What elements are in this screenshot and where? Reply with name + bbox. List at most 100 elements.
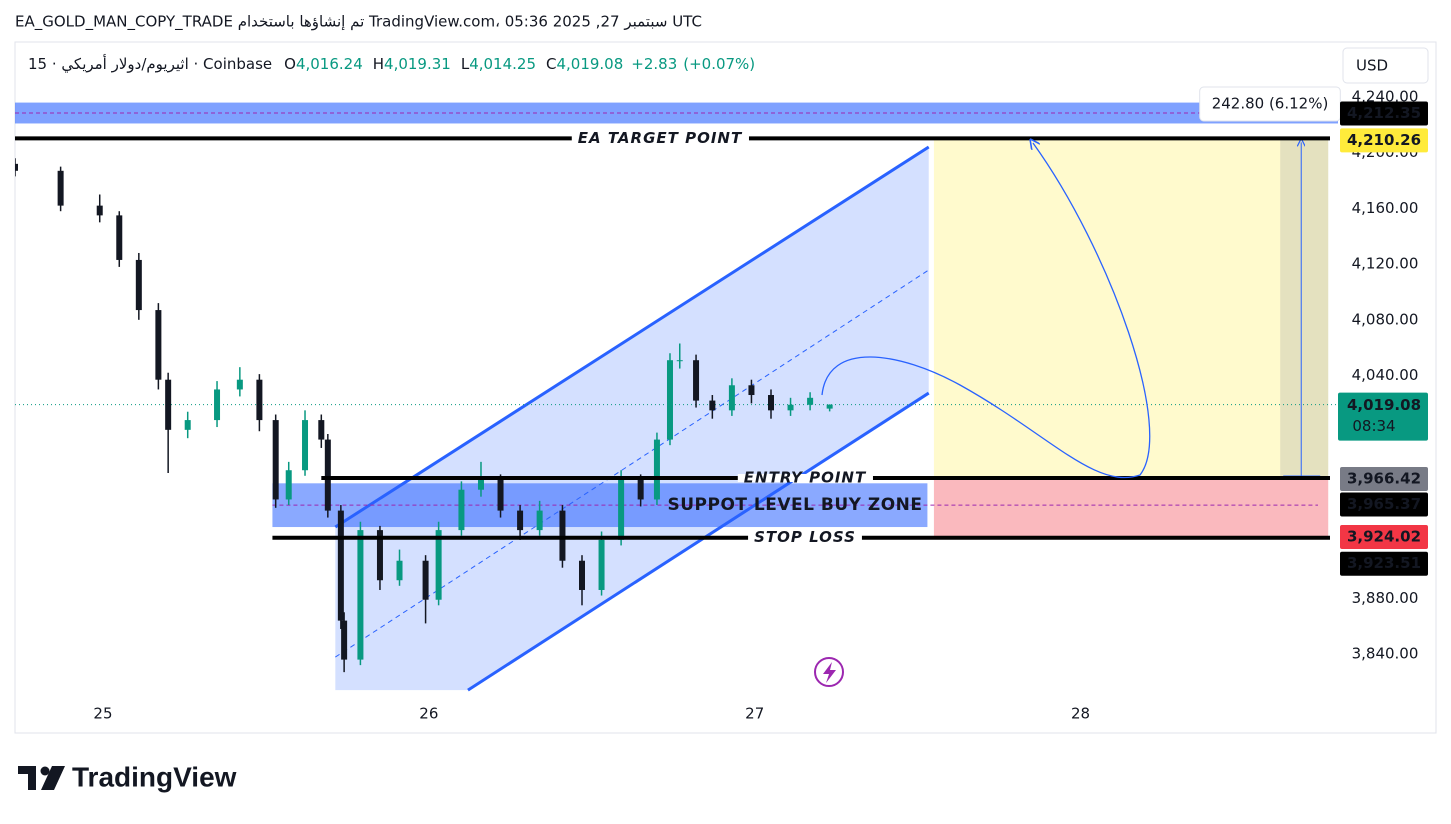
candle-body xyxy=(536,510,543,531)
channel-upper xyxy=(334,145,930,529)
level-label-bg xyxy=(748,533,862,542)
x-tick-label: 26 xyxy=(419,705,438,723)
price-label: 4,210.26 xyxy=(1347,131,1421,149)
candle-body xyxy=(458,489,465,531)
y-tick-label: 3,880.00 xyxy=(1352,589,1419,607)
support-zone xyxy=(272,483,928,528)
candle-body xyxy=(341,620,348,660)
candle-body xyxy=(285,470,292,500)
y-tick-label: 4,120.00 xyxy=(1352,255,1419,273)
price-label-box xyxy=(1340,128,1428,153)
last-price-box xyxy=(1338,392,1428,441)
candle-body xyxy=(422,560,429,600)
loss-zone xyxy=(933,477,1329,538)
candle-body xyxy=(497,479,504,511)
candle-body xyxy=(116,215,123,260)
candle-body xyxy=(337,510,344,621)
logo-text: TradingView xyxy=(72,761,237,792)
x-tick-label: 27 xyxy=(745,705,764,723)
projection-arrow xyxy=(821,143,1151,479)
channel-fill xyxy=(335,147,929,691)
candle-body xyxy=(302,420,309,471)
candle-body xyxy=(653,439,660,500)
profit-zone xyxy=(933,138,1329,478)
candle-body xyxy=(376,530,383,581)
price-label-box xyxy=(1340,101,1428,126)
y-tick-label: 4,240.00 xyxy=(1352,88,1419,106)
logo-dot xyxy=(40,766,50,776)
y-tick-label: 4,040.00 xyxy=(1352,366,1419,384)
candle-body xyxy=(517,510,524,531)
candle-body xyxy=(165,379,172,430)
candle-body xyxy=(598,539,605,590)
candle-body xyxy=(15,163,18,171)
ohlc-key: O xyxy=(284,55,296,73)
y-tick-label: 4,160.00 xyxy=(1352,199,1419,217)
ohlc-value: 4,019.31 xyxy=(384,55,451,73)
candle-body xyxy=(256,379,263,421)
position-label: 242.80 (6.12%) xyxy=(1212,95,1329,113)
price-label-box xyxy=(1340,525,1428,550)
candle-body xyxy=(693,360,700,401)
candle-body xyxy=(184,420,191,430)
ohlc-value: 4,019.08 xyxy=(556,55,623,73)
price-label: 3,923.51 xyxy=(1347,554,1421,572)
lightning-icon[interactable] xyxy=(814,657,844,687)
logo-mark xyxy=(18,766,65,790)
channel-mid xyxy=(335,269,929,658)
candle-body xyxy=(768,395,774,411)
support-label: SUPPOT LEVEL BUY ZONE xyxy=(667,495,922,515)
change-pct: (+0.07%) xyxy=(683,55,755,73)
candle-body xyxy=(96,205,103,216)
y-tick-label: 3,840.00 xyxy=(1352,645,1419,663)
header-title: EA_GOLD_MAN_COPY_TRADE تم إنشاؤها باستخد… xyxy=(15,13,702,32)
candle-body xyxy=(477,479,484,490)
footer-logo: TradingView xyxy=(18,761,237,792)
ohlc-value: 4,016.24 xyxy=(296,55,363,73)
candle-body xyxy=(787,404,794,411)
ohlc-key: L xyxy=(461,55,470,73)
icon-bolt xyxy=(823,662,836,683)
candle-body xyxy=(324,439,331,511)
ohlc-value: 4,014.25 xyxy=(469,55,536,73)
level-label-bg xyxy=(571,134,749,143)
candle-body xyxy=(559,510,566,561)
candle-body xyxy=(637,479,644,500)
price-axis: 252627284,240.004,200.004,160.004,120.00… xyxy=(93,88,1428,723)
price-label: 3,966.42 xyxy=(1347,469,1421,487)
price-label: 4,212.35 xyxy=(1347,104,1421,122)
candle-body xyxy=(807,397,814,405)
channel-lower xyxy=(467,391,930,692)
candle-body xyxy=(579,560,585,590)
candle-body xyxy=(728,385,735,411)
candle-body xyxy=(272,420,279,500)
candle-body xyxy=(396,560,403,581)
countdown: 08:34 xyxy=(1352,417,1395,435)
price-label-box xyxy=(1340,492,1428,517)
candle-body xyxy=(748,385,755,396)
symbol-line: 15 · اثيريوم/دولار أمريكي · Coinbase O4,0… xyxy=(28,54,755,74)
x-tick-label: 28 xyxy=(1071,705,1090,723)
x-tick-label: 25 xyxy=(93,705,112,723)
symbol-info: 15 · اثيريوم/دولار أمريكي · Coinbase O4,0… xyxy=(28,54,755,74)
ohlc-key: H xyxy=(373,55,384,73)
currency-box[interactable] xyxy=(1342,47,1429,84)
candle-body xyxy=(214,389,221,421)
candle-body xyxy=(618,479,625,540)
price-label: 3,965.37 xyxy=(1347,495,1421,513)
candle-body xyxy=(357,530,364,660)
candle-body xyxy=(57,170,64,206)
candle-body xyxy=(666,360,673,440)
change: +2.83 xyxy=(631,55,677,73)
ohlc-key: C xyxy=(546,55,556,73)
candle-body xyxy=(709,400,716,411)
y-tick-label: 4,080.00 xyxy=(1352,310,1419,328)
level-label: ENTRY POINT xyxy=(744,468,867,486)
candle-body xyxy=(155,310,162,380)
candle-body xyxy=(676,360,683,362)
currency: USD xyxy=(1356,57,1388,75)
overlay: EA TARGET POINT ENTRY POINT STOP LOSS SUPPO… xyxy=(15,86,1341,546)
level-label: EA TARGET POINT xyxy=(578,129,743,147)
